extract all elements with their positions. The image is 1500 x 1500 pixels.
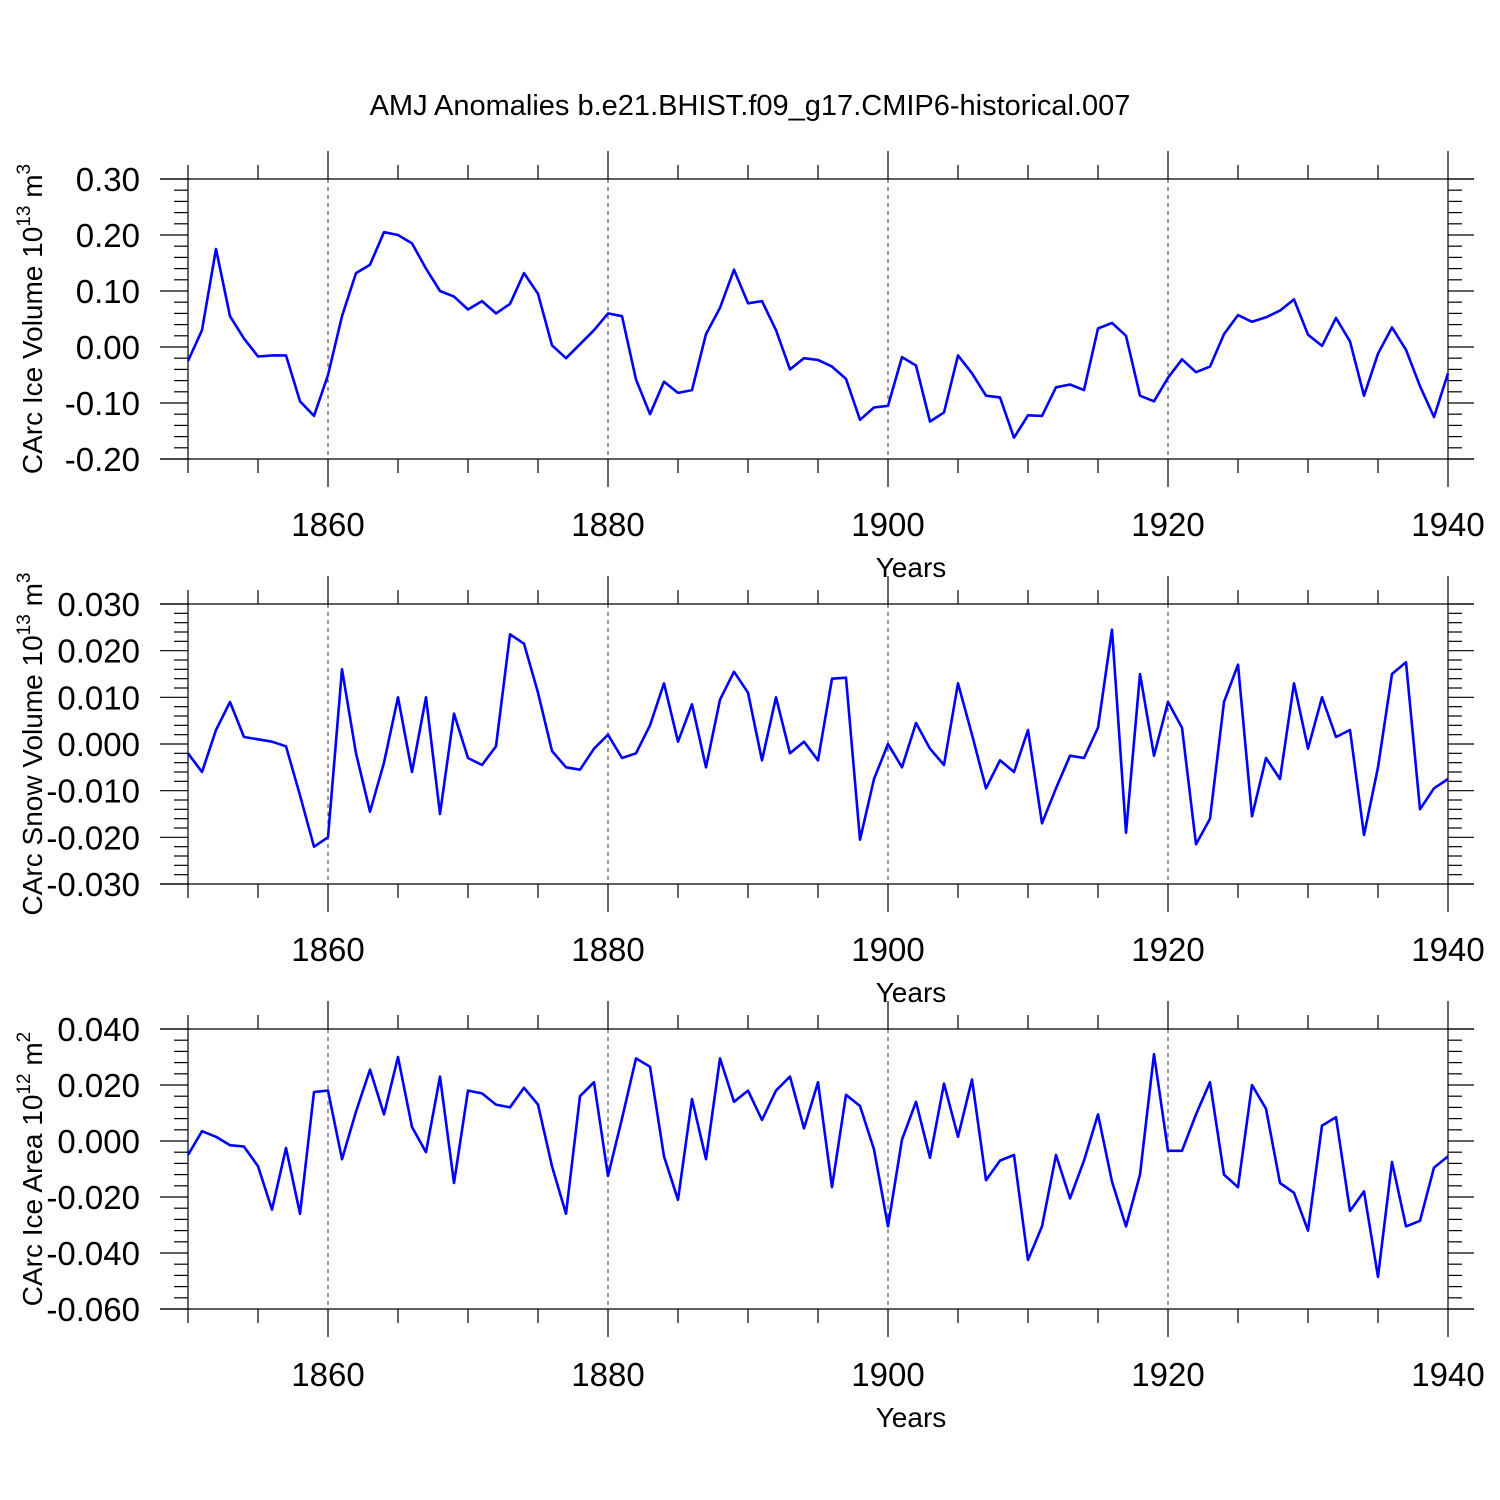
chart-title: AMJ Anomalies b.e21.BHIST.f09_g17.CMIP6-… — [370, 90, 1131, 122]
y-axis-label-main: CArc Snow Volume 10 — [17, 635, 48, 915]
x-tick-label: 1860 — [291, 931, 364, 968]
y-axis-label-exp: 13 — [14, 206, 35, 227]
x-tick-label: 1900 — [851, 931, 924, 968]
series-line — [186, 1052, 1449, 1279]
y-axis-label: CArc Snow Volume 1013 m3 — [14, 573, 48, 916]
y-tick-label: -0.20 — [65, 441, 140, 478]
series-line — [186, 230, 1450, 440]
y-tick-label: -0.040 — [46, 1235, 140, 1272]
y-axis-label-main: CArc Ice Area 10 — [17, 1095, 48, 1307]
x-tick-label: 1940 — [1411, 1356, 1484, 1393]
x-tick-label: 1920 — [1131, 506, 1204, 543]
y-axis-label-exp: 13 — [14, 614, 35, 635]
x-tick-label: 1880 — [571, 1356, 644, 1393]
y-tick-label: 0.30 — [76, 161, 140, 198]
y-tick-label: -0.060 — [46, 1291, 140, 1328]
y-tick-label: 0.00 — [76, 329, 140, 366]
x-tick-label: 1920 — [1131, 1356, 1204, 1393]
panel-ice-volume: -0.20 -0.10 0.00 0.10 0.20 0.30 1860 1880 1900 19… — [14, 151, 1485, 583]
series-line — [186, 628, 1449, 849]
y-tick-label: -0.10 — [65, 385, 140, 422]
x-tick-label: 1940 — [1411, 931, 1484, 968]
x-tick-label: 1880 — [571, 506, 644, 543]
y-axis-label: CArc Ice Area 1012 m2 — [14, 1032, 48, 1306]
y-axis-label-main: CArc Ice Volume 10 — [17, 227, 48, 474]
x-axis-label: Years — [876, 977, 947, 1008]
y-tick-label: 0.000 — [57, 726, 140, 763]
y-tick-label: -0.030 — [46, 866, 140, 903]
y-tick-label: 0.20 — [76, 217, 140, 254]
y-tick-label: 0.020 — [57, 633, 140, 670]
y-tick-label: 0.000 — [57, 1123, 140, 1160]
x-tick-label: 1900 — [851, 506, 924, 543]
x-tick-label: 1880 — [571, 931, 644, 968]
y-axis-label-unit: m — [17, 1042, 48, 1073]
y-axis-label-unit: m — [17, 174, 48, 205]
x-tick-label: 1940 — [1411, 506, 1484, 543]
x-axis-label: Years — [876, 552, 947, 583]
y-tick-label: -0.020 — [46, 819, 140, 856]
x-tick-label: 1900 — [851, 1356, 924, 1393]
y-axis-label-uexp: 3 — [14, 573, 35, 584]
panel-snow-volume: -0.030 -0.020 -0.010 0.000 0.010 0.020 0.030 18… — [14, 573, 1485, 1008]
y-tick-label: 0.010 — [57, 679, 140, 716]
y-axis-label-uexp: 2 — [14, 1032, 35, 1043]
panel-ice-area: -0.060 -0.040 -0.020 0.000 0.020 0.040 1860 188… — [14, 1001, 1485, 1433]
x-axis-label: Years — [876, 1402, 947, 1433]
x-tick-label: 1920 — [1131, 931, 1204, 968]
y-axis-label: CArc Ice Volume 1013 m3 — [14, 164, 48, 474]
y-tick-label: -0.010 — [46, 773, 140, 810]
x-tick-label: 1860 — [291, 506, 364, 543]
y-tick-label: 0.020 — [57, 1067, 140, 1104]
y-tick-label: 0.030 — [57, 586, 140, 623]
x-tick-label: 1860 — [291, 1356, 364, 1393]
y-axis-label-uexp: 3 — [14, 164, 35, 175]
y-tick-label: -0.020 — [46, 1179, 140, 1216]
y-tick-label: 0.10 — [76, 273, 140, 310]
y-tick-label: 0.040 — [57, 1011, 140, 1048]
y-axis-label-unit: m — [17, 583, 48, 614]
y-axis-label-exp: 12 — [14, 1073, 35, 1094]
